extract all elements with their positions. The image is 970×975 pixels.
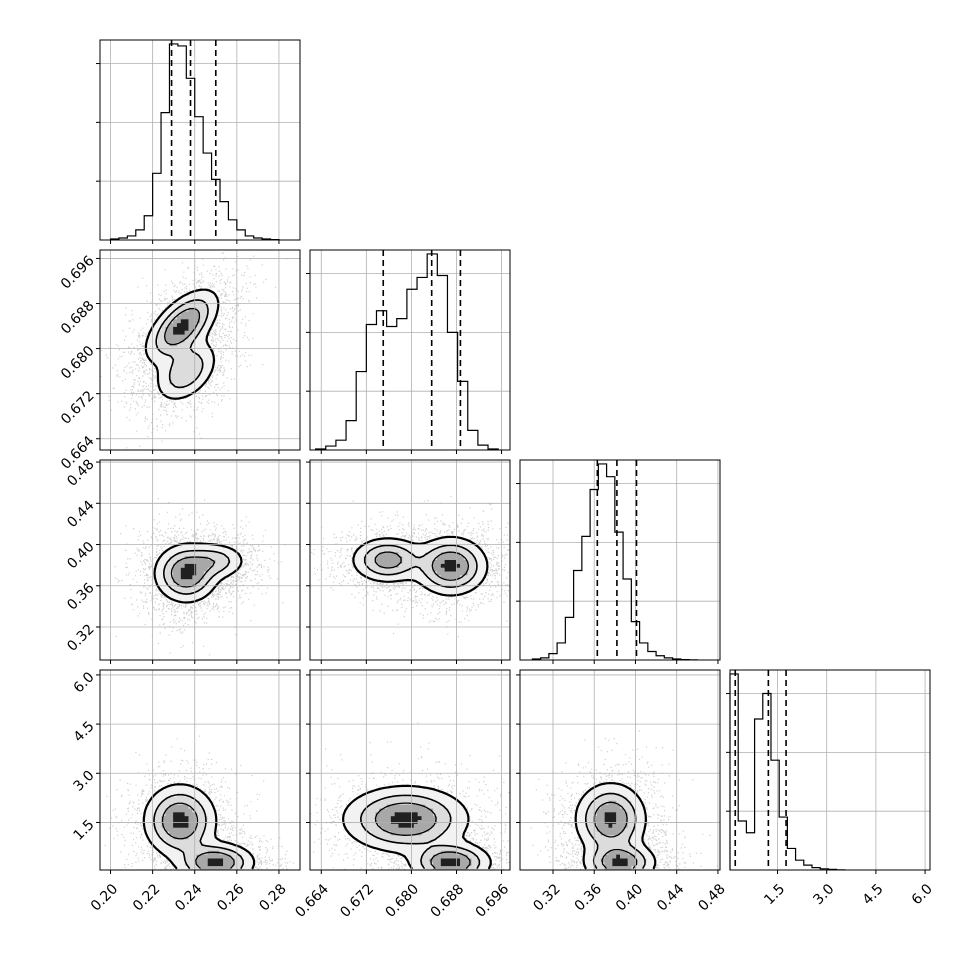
contour-r3-c2-0: [574, 781, 657, 870]
x-tick-label-0-4: 0.28: [256, 881, 289, 914]
x-tick-label-3-3: 6.0: [909, 881, 936, 908]
y-tick-label-3-3: 6.0: [71, 669, 98, 696]
histogram-step-2: [531, 463, 698, 661]
x-tick-label-2-0: 0.32: [530, 881, 563, 914]
panel-frame-r3-c0: [99, 669, 301, 871]
density-shade-r1-c0-2: [165, 307, 200, 347]
panel-frame-r3-c1: [309, 669, 511, 871]
density-shade-r2-c1-2: [375, 552, 468, 580]
y-tick-label-1-1: 0.672: [58, 388, 98, 428]
x-tick-label-3-1: 3.0: [810, 881, 837, 908]
density-shade-r2-c0-3: [180, 563, 197, 580]
histogram-step-1: [315, 253, 499, 450]
contour-r1-c0-0: [144, 288, 220, 400]
y-tick-label-1-4: 0.696: [58, 253, 98, 293]
scatter-points-r1-c0: [100, 252, 288, 450]
contour-r3-c1-1: [360, 794, 481, 869]
x-tick-label-3-2: 4.5: [860, 881, 887, 908]
x-tick-label-1-3: 0.688: [428, 881, 468, 921]
panel-r1-c0: [100, 252, 288, 450]
panel-frame-r1-c0: [99, 249, 301, 451]
histogram-step-0: [109, 43, 280, 241]
contour-r3-c0-0: [142, 783, 256, 870]
density-shade-r3-c1-3: [390, 812, 460, 867]
panel-frame-r3-c3: [729, 669, 931, 871]
contour-r2-c1-0: [352, 535, 489, 597]
y-tick-label-2-2: 0.40: [64, 539, 97, 572]
panel-r3-c1: [310, 722, 510, 870]
x-tick-label-1-1: 0.672: [337, 881, 377, 921]
contour-r2-c1-2: [374, 551, 470, 581]
histogram-step-3: [729, 673, 846, 871]
contour-r3-c1-2: [374, 802, 471, 869]
panel-frame-r0-c0: [99, 39, 301, 241]
y-tick-label-1-3: 0.688: [58, 298, 98, 338]
x-tick-label-0-0: 0.20: [88, 881, 121, 914]
y-tick-label-2-1: 0.36: [64, 580, 97, 613]
density-shade-r3-c0-2: [161, 804, 235, 870]
x-tick-label-2-3: 0.44: [654, 881, 687, 914]
x-tick-label-2-1: 0.36: [572, 881, 605, 914]
density-shade-r3-c2-3: [604, 812, 628, 867]
x-tick-label-1-4: 0.696: [473, 881, 513, 921]
y-tick-label-3-2: 4.5: [71, 718, 98, 745]
x-tick-label-3-0: 1.5: [761, 881, 788, 908]
y-tick-label-2-3: 0.44: [64, 498, 97, 531]
density-shade-r3-c0-3: [173, 812, 224, 867]
density-shade-r3-c0-1: [153, 793, 243, 870]
contour-r3-c0-1: [153, 793, 244, 869]
density-shade-r2-c1-0: [352, 536, 487, 595]
panel-frame-r3-c2: [519, 669, 721, 871]
density-shade-r2-c1-1: [363, 544, 476, 587]
contour-r2-c0-1: [162, 549, 231, 595]
contour-r3-c2-1: [584, 792, 646, 869]
density-shade-r3-c0-0: [142, 785, 254, 870]
panel-frame-r2-c1: [309, 459, 511, 661]
y-tick-label-1-2: 0.680: [58, 343, 98, 383]
density-shade-r2-c0-2: [173, 556, 216, 587]
x-tick-label-2-2: 0.40: [613, 881, 646, 914]
contour-r2-c0-0: [153, 542, 243, 604]
panel-frame-r2-c0: [99, 459, 301, 661]
panel-frame-r1-c1: [309, 249, 511, 451]
x-tick-label-1-0: 0.664: [292, 881, 332, 921]
density-shade-r2-c1-3: [440, 560, 460, 572]
y-tick-label-3-1: 3.0: [71, 768, 98, 795]
x-tick-label-0-3: 0.26: [214, 881, 247, 914]
density-shade-r3-c1-2: [375, 804, 472, 870]
contour-r1-c0-2: [163, 307, 201, 346]
x-tick-label-0-2: 0.24: [172, 881, 205, 914]
density-shade-r1-c0-3: [173, 319, 189, 335]
density-shade-r3-c2-1: [585, 793, 647, 870]
panel-r3-c0: [104, 735, 300, 870]
density-shade-r3-c2-2: [593, 800, 636, 870]
contour-r3-c0-2: [161, 802, 235, 869]
x-tick-label-0-1: 0.22: [130, 881, 163, 914]
contour-r3-c1-0: [342, 784, 492, 870]
panel-r2-c0: [109, 498, 286, 656]
panel-frame-r2-c2: [519, 459, 721, 661]
x-tick-label-2-4: 0.48: [695, 881, 728, 914]
y-tick-label-3-0: 1.5: [71, 817, 98, 844]
y-tick-label-2-0: 0.32: [64, 621, 97, 654]
x-tick-label-1-2: 0.680: [383, 881, 423, 921]
panel-r2-c1: [311, 496, 510, 638]
